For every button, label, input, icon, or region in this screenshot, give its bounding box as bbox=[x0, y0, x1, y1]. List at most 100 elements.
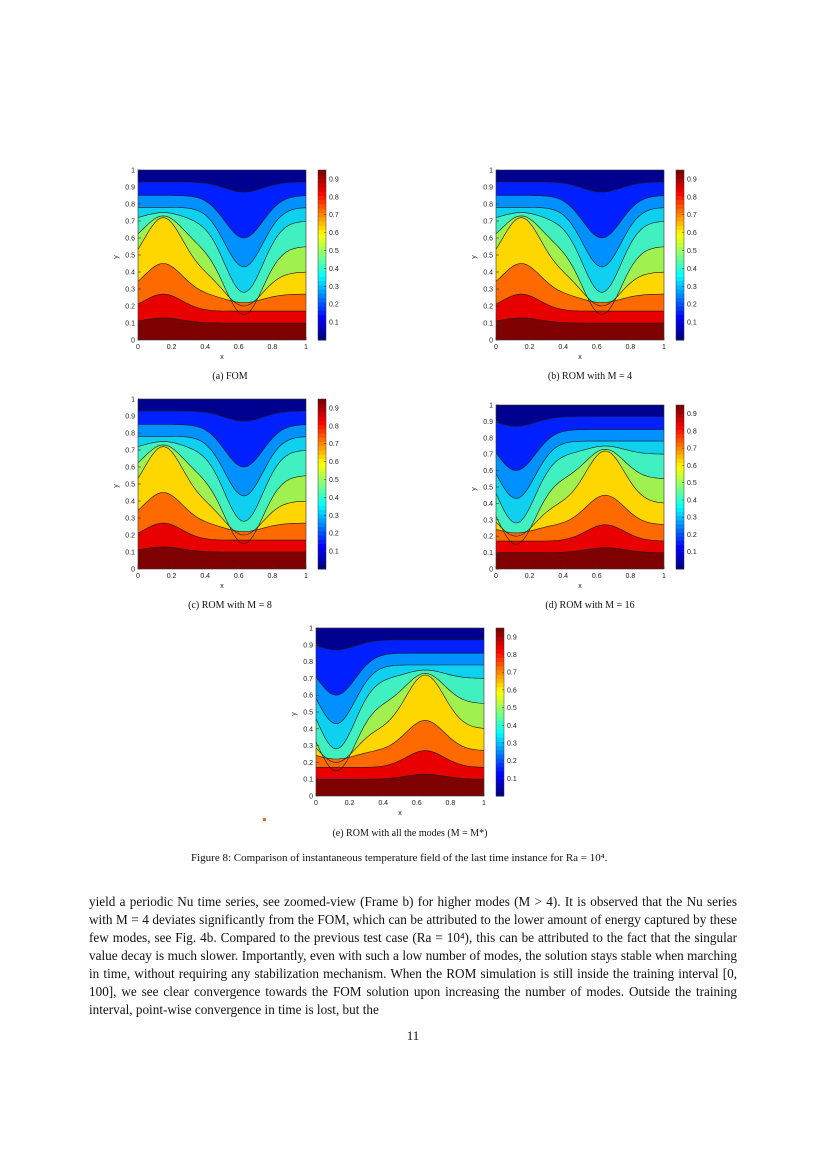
contour-band bbox=[496, 429, 664, 499]
contour-line bbox=[137, 317, 306, 324]
panel-e-plot: 0 0.2 0.4 0.6 0.8 1 x 0 0.1 0.2 0.3 0.4 0.5 0.6 0.7 0.8… bbox=[291, 626, 517, 818]
y-tick-label: 0.4 bbox=[483, 270, 493, 277]
contour-band bbox=[496, 450, 664, 537]
contour-band bbox=[496, 294, 664, 323]
x-tick-label: 1 bbox=[662, 573, 666, 580]
colorbar-tick-label: 0.2 bbox=[507, 758, 517, 765]
x-tick-label: 0.6 bbox=[234, 573, 244, 580]
colorbar-segment bbox=[676, 276, 684, 281]
colorbar-frame bbox=[675, 169, 685, 341]
x-tick-label: 0.2 bbox=[167, 344, 177, 351]
contour-line bbox=[137, 293, 306, 312]
colorbar-segment bbox=[676, 255, 684, 260]
contour-line bbox=[138, 181, 307, 193]
x-tick-label: 0.6 bbox=[234, 344, 244, 351]
contour-line bbox=[138, 436, 307, 497]
y-tick-label: 0.2 bbox=[483, 304, 493, 311]
colorbar-segment bbox=[318, 306, 326, 311]
colorbar-segment bbox=[318, 238, 326, 243]
contour-band bbox=[138, 436, 306, 522]
x-tick-label: 0.8 bbox=[446, 800, 456, 807]
colorbar-tick-label: 0.5 bbox=[687, 248, 697, 255]
colorbar-tick-label: 0.1 bbox=[507, 776, 517, 783]
colorbar-segment bbox=[676, 284, 684, 290]
colorbar-segment bbox=[676, 204, 684, 209]
contour-line bbox=[495, 429, 664, 471]
colorbar-segment bbox=[496, 699, 504, 705]
colorbar-tick-label: 0.8 bbox=[329, 423, 339, 430]
colorbar-frame bbox=[317, 398, 327, 570]
colorbar-tick-label: 0.3 bbox=[507, 740, 517, 747]
contour-line bbox=[137, 522, 306, 541]
contour-band bbox=[496, 170, 664, 193]
colorbar-tick-label: 0.2 bbox=[687, 532, 697, 539]
contour-band bbox=[316, 750, 484, 780]
contour-line bbox=[495, 215, 665, 315]
colorbar-segment bbox=[496, 728, 504, 734]
colorbar-segment bbox=[318, 492, 326, 498]
contour-band bbox=[138, 207, 306, 293]
colorbar-segment bbox=[318, 547, 326, 553]
colorbar-segment bbox=[318, 297, 326, 303]
colorbar-segment bbox=[676, 462, 684, 467]
y-tick-label: 0.4 bbox=[125, 499, 135, 506]
colorbar-segment bbox=[496, 691, 504, 696]
colorbar-segment bbox=[496, 754, 504, 759]
colorbar-segment bbox=[318, 204, 326, 209]
colorbar-segment bbox=[676, 556, 684, 562]
contour-line bbox=[137, 441, 307, 522]
colorbar-tick-label: 0.9 bbox=[507, 634, 517, 641]
colorbar-segment bbox=[318, 187, 326, 192]
colorbar-segment bbox=[676, 454, 684, 459]
colorbar-segment bbox=[676, 511, 684, 517]
contour-band bbox=[138, 217, 306, 306]
x-tick-label: 0.2 bbox=[525, 344, 535, 351]
y-tick-label: 0.3 bbox=[483, 287, 493, 294]
colorbar-segment bbox=[318, 518, 326, 523]
colorbar-tick-label: 0.8 bbox=[329, 194, 339, 201]
contour-band bbox=[138, 523, 306, 552]
colorbar-segment bbox=[676, 301, 684, 307]
y-tick-label: 0.9 bbox=[483, 185, 493, 192]
contour-line bbox=[316, 750, 485, 768]
y-tick-label: 1 bbox=[309, 626, 313, 633]
figure-caption: Figure 8: Comparison of instantaneous te… bbox=[191, 852, 608, 864]
contour-line bbox=[496, 195, 665, 239]
x-axis-label: x bbox=[220, 583, 224, 590]
colorbar-segment bbox=[496, 695, 504, 700]
colorbar-segment bbox=[496, 682, 504, 688]
colorbar-segment bbox=[318, 170, 326, 175]
colorbar-segment bbox=[676, 446, 684, 451]
colorbar-segment bbox=[676, 233, 684, 239]
colorbar-segment bbox=[676, 297, 684, 303]
y-tick-label: 0.7 bbox=[483, 452, 493, 459]
y-tick-label: 0.9 bbox=[125, 185, 135, 192]
colorbar-segment bbox=[318, 501, 326, 506]
colorbar-segment bbox=[318, 233, 326, 239]
y-tick-label: 0.6 bbox=[303, 693, 313, 700]
colorbar-segment bbox=[318, 182, 326, 188]
x-tick-label: 0.8 bbox=[268, 344, 278, 351]
colorbar-tick-label: 0.4 bbox=[329, 495, 339, 502]
contour-line bbox=[315, 673, 485, 772]
panel-a: 0 0.2 0.4 0.6 0.8 1 x 0 0.1 0.2 0.3 0.4 0.5 0.6 0.7 0.8… bbox=[110, 165, 350, 365]
colorbar-segment bbox=[676, 221, 684, 226]
colorbar-segment bbox=[496, 640, 504, 646]
colorbar-segment bbox=[318, 318, 326, 324]
colorbar-tick-label: 0.9 bbox=[687, 411, 697, 418]
y-tick-label: 0.1 bbox=[303, 777, 313, 784]
colorbar-tick-label: 0.4 bbox=[329, 266, 339, 273]
y-tick-label: 0.8 bbox=[483, 435, 493, 442]
colorbar-segment bbox=[318, 263, 326, 269]
colorbar-segment bbox=[676, 515, 684, 521]
colorbar-segment bbox=[676, 478, 684, 484]
y-tick-label: 0.7 bbox=[303, 676, 313, 683]
panel-d-caption: (d) ROM with M = 16 bbox=[545, 600, 635, 611]
colorbar-tick-label: 0.7 bbox=[507, 670, 517, 677]
contour-line bbox=[138, 207, 307, 268]
y-tick-label: 1 bbox=[489, 403, 493, 410]
colorbar-segment bbox=[676, 544, 684, 549]
y-tick-label: 0.3 bbox=[125, 516, 135, 523]
x-tick-label: 1 bbox=[304, 573, 308, 580]
colorbar-segment bbox=[676, 216, 684, 222]
